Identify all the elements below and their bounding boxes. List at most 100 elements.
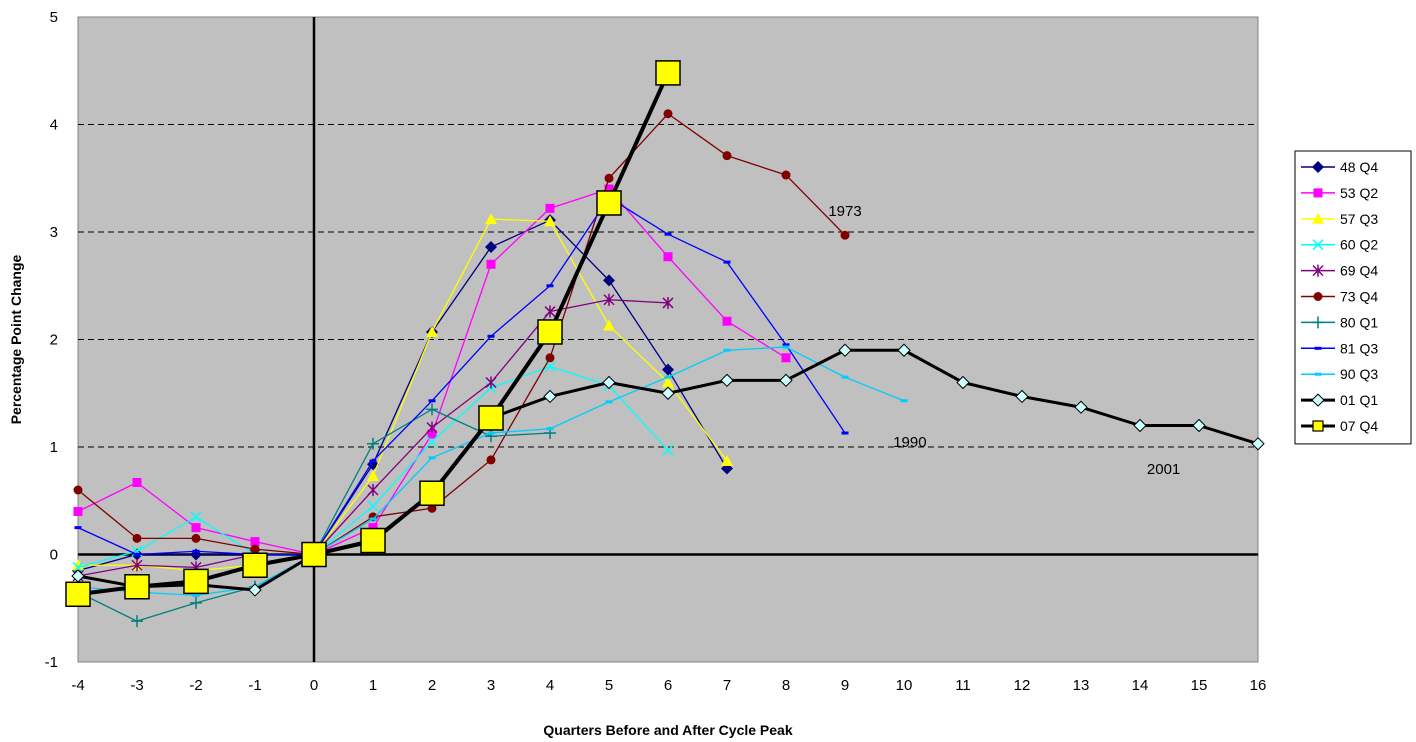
data-point [74,526,82,530]
data-point [662,376,674,388]
data-point [72,559,84,571]
data-point [367,484,379,496]
data-point [1312,161,1324,173]
data-point [722,316,732,326]
data-point [428,399,436,403]
data-point [603,319,615,331]
legend-item: 69 Q4 [1301,263,1378,279]
data-point [132,533,142,543]
data-point [596,190,622,216]
data-point [664,375,672,379]
x-tick-label: 11 [955,677,971,694]
data-point [1311,393,1325,407]
data-point [487,431,495,435]
data-point [485,213,497,225]
data-point [192,549,200,553]
data-point [191,533,201,543]
x-tick-label: -3 [130,677,143,694]
data-point [1314,372,1322,376]
data-point [133,553,141,556]
legend-label: 81 Q3 [1340,340,1378,356]
data-point [486,455,496,465]
data-point [487,334,495,338]
data-point [723,260,731,264]
data-point [543,389,557,404]
series-73-q4 [73,109,850,559]
data-point [419,480,445,506]
data-point [663,109,673,119]
legend-label: 73 Q4 [1340,289,1378,305]
data-point [604,173,614,183]
y-axis-title: Percentage Point Change [8,254,24,424]
y-tick-label: -1 [45,654,58,671]
data-point [781,353,791,363]
data-point [546,284,554,288]
y-tick-labels: -1 0 1 2 3 4 5 [45,9,58,671]
data-point [485,376,497,389]
x-tick-label: 6 [664,677,672,694]
data-point [428,456,436,460]
data-point [661,386,675,400]
x-tick-label: 15 [1191,677,1208,694]
data-point [73,485,83,495]
data-point [1251,437,1265,451]
y-tick-label: 1 [50,439,58,456]
data-point [427,429,437,439]
annotations: 1973 1990 2001 [828,203,1180,478]
legend: 48 Q4 53 Q2 57 Q3 60 Q2 69 Q4 73 Q4 80 Q1 81 Q3… [1294,150,1412,445]
y-tick-label: 4 [50,117,58,134]
data-point [782,343,790,347]
data-point [183,568,209,595]
data-point [900,399,908,403]
data-point [723,348,731,352]
x-tick-label: -2 [189,677,202,694]
data-point [250,544,260,554]
data-point [897,343,911,357]
data-point [663,252,673,262]
data-point [782,345,790,349]
x-tick-label: 5 [605,677,613,694]
data-point [248,583,262,597]
data-point [426,421,438,434]
data-point [603,293,615,306]
legend-marker [1312,420,1324,432]
data-point [486,259,496,269]
legend-label: 69 Q4 [1340,263,1378,279]
data-point [190,511,202,523]
data-point [369,459,377,463]
x-tick-labels: -4 -3 -2 -1 0 1 2 3 4 5 6 7 8 9 10 11 12 13 14 15 16 [71,677,1266,694]
x-tick-label: 12 [1014,677,1031,694]
data-point [191,523,201,533]
y-tick-label: 2 [50,332,58,349]
data-point [1312,239,1324,251]
data-point [605,400,613,404]
legend-item: 53 Q2 [1301,185,1378,201]
legend-label: 48 Q4 [1340,159,1378,175]
legend-label: 01 Q1 [1340,392,1378,408]
data-point [124,574,150,600]
data-point [720,373,734,388]
data-point [1314,346,1322,350]
data-point [427,503,437,513]
data-point [721,454,733,466]
data-point [369,517,377,521]
legend-label: 90 Q3 [1340,366,1378,382]
legend-item: 90 Q3 [1301,366,1378,382]
legend-item: 80 Q1 [1301,314,1378,330]
data-point [655,60,681,86]
data-point [72,561,84,573]
data-point [1192,418,1206,433]
data-point [426,436,438,448]
data-point [544,215,556,227]
legend-label: 53 Q2 [1340,185,1378,201]
data-point [250,537,260,547]
y-tick-label: 3 [50,224,58,241]
legend-label: 57 Q3 [1340,211,1378,227]
data-point [190,596,202,609]
x-tick-label: 14 [1132,677,1149,694]
data-point [73,507,83,516]
x-tick-label: 4 [546,677,554,694]
data-point [1074,400,1088,414]
data-point [192,593,200,597]
data-point [368,523,378,533]
